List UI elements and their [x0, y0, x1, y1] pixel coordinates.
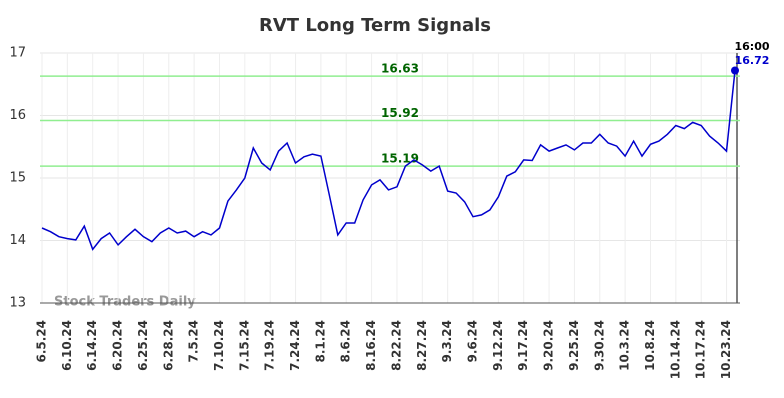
x-tick-label: 9.30.24	[592, 320, 606, 371]
x-tick-label: 7.10.24	[212, 320, 226, 371]
x-tick-label: 9.20.24	[542, 320, 556, 371]
x-tick-label: 6.25.24	[136, 320, 150, 371]
x-tick-label: 7.19.24	[263, 320, 277, 371]
last-point	[731, 66, 739, 75]
x-tick-label: 9.3.24	[440, 320, 454, 363]
x-tick-label: 10.14.24	[668, 320, 682, 379]
reference-label: 15.19	[381, 152, 419, 166]
x-tick-label: 9.6.24	[466, 320, 480, 363]
x-tick-label: 10.3.24	[618, 320, 632, 371]
x-tick-label: 8.1.24	[313, 320, 327, 363]
x-tick-label: 10.23.24	[719, 320, 733, 379]
x-tick-label: 6.14.24	[85, 320, 99, 371]
reference-label: 15.92	[381, 106, 419, 120]
x-tick-label: 7.5.24	[187, 320, 201, 363]
y-tick-label: 15	[9, 171, 26, 186]
y-tick-label: 17	[9, 46, 26, 61]
x-tick-label: 9.12.24	[491, 320, 505, 371]
reference-label: 16.63	[381, 62, 419, 76]
line-series	[41, 70, 736, 251]
last-value-label: 16.72	[735, 54, 770, 67]
x-tick-label: 6.28.24	[161, 320, 175, 371]
x-tick-label: 10.8.24	[643, 320, 657, 371]
x-tick-label: 8.6.24	[339, 320, 353, 363]
x-tick-label: 9.17.24	[516, 320, 530, 371]
x-tick-label: 7.24.24	[288, 320, 302, 371]
watermark: Stock Traders Daily	[54, 295, 196, 310]
x-tick-label: 6.10.24	[60, 320, 74, 371]
x-tick-label: 10.17.24	[694, 320, 708, 379]
x-tick-label: 9.25.24	[567, 320, 581, 371]
x-tick-label: 6.20.24	[111, 320, 125, 371]
last-time-label: 16:00	[734, 40, 769, 53]
y-tick-label: 13	[9, 296, 26, 311]
y-tick-label: 14	[9, 233, 26, 248]
x-tick-label: 8.27.24	[415, 320, 429, 371]
x-tick-label: 7.15.24	[237, 320, 251, 371]
y-tick-label: 16	[9, 108, 26, 123]
chart-title: RVT Long Term Signals	[259, 15, 491, 36]
x-tick-label: 6.5.24	[35, 320, 49, 363]
x-tick-label: 8.22.24	[389, 320, 403, 371]
x-tick-label: 8.16.24	[364, 320, 378, 371]
